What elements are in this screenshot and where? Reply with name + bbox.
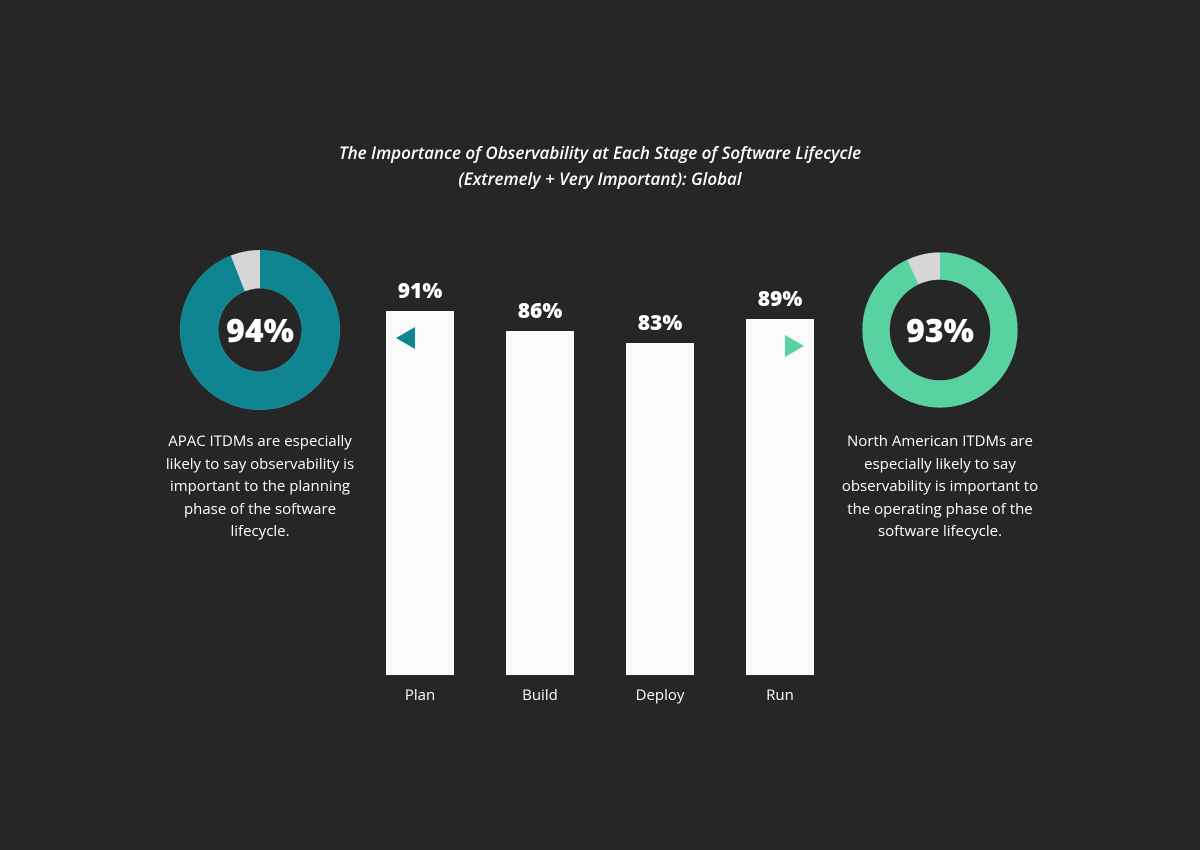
bar-value: 89% — [758, 285, 803, 313]
bar-column: 89% Run — [740, 245, 820, 705]
bar-label: Deploy — [636, 685, 685, 705]
bar-area: 91% — [380, 245, 460, 675]
bar-column: 86% Build — [500, 245, 580, 705]
right-donut: 93% — [860, 250, 1020, 410]
left-donut-block: 94% APAC ITDMs are especially likely to … — [160, 250, 360, 543]
bar-column: 91% Plan — [380, 245, 460, 705]
bar — [746, 319, 814, 675]
bar-column: 83% Deploy — [620, 245, 700, 705]
bar — [386, 311, 454, 675]
bar-value: 91% — [398, 277, 443, 305]
triangle-right-icon — [785, 335, 804, 357]
left-donut-value: 94% — [180, 250, 340, 410]
bar-chart: 91% Plan 86% Build 83% Deploy 89% Run — [380, 250, 820, 705]
bar-value: 86% — [518, 297, 563, 325]
bar-area: 86% — [500, 245, 580, 675]
bar-label: Build — [522, 685, 558, 705]
title-line-2: (Extremely + Very Important): Global — [0, 166, 1200, 192]
right-donut-value: 93% — [860, 250, 1020, 410]
bar-value: 83% — [638, 309, 683, 337]
bar-label: Run — [766, 685, 794, 705]
bar-area: 83% — [620, 245, 700, 675]
left-donut-caption: APAC ITDMs are especially likely to say … — [160, 430, 360, 543]
bar — [506, 331, 574, 675]
right-donut-caption: North American ITDMs are especially like… — [840, 430, 1040, 543]
right-donut-block: 93% North American ITDMs are especially … — [840, 250, 1040, 543]
bar-label: Plan — [405, 685, 435, 705]
bar — [626, 343, 694, 675]
triangle-left-icon — [396, 327, 415, 349]
chart-content: 94% APAC ITDMs are especially likely to … — [0, 250, 1200, 705]
chart-title: The Importance of Observability at Each … — [0, 140, 1200, 191]
bar-area: 89% — [740, 245, 820, 675]
title-line-1: The Importance of Observability at Each … — [0, 140, 1200, 166]
left-donut: 94% — [180, 250, 340, 410]
